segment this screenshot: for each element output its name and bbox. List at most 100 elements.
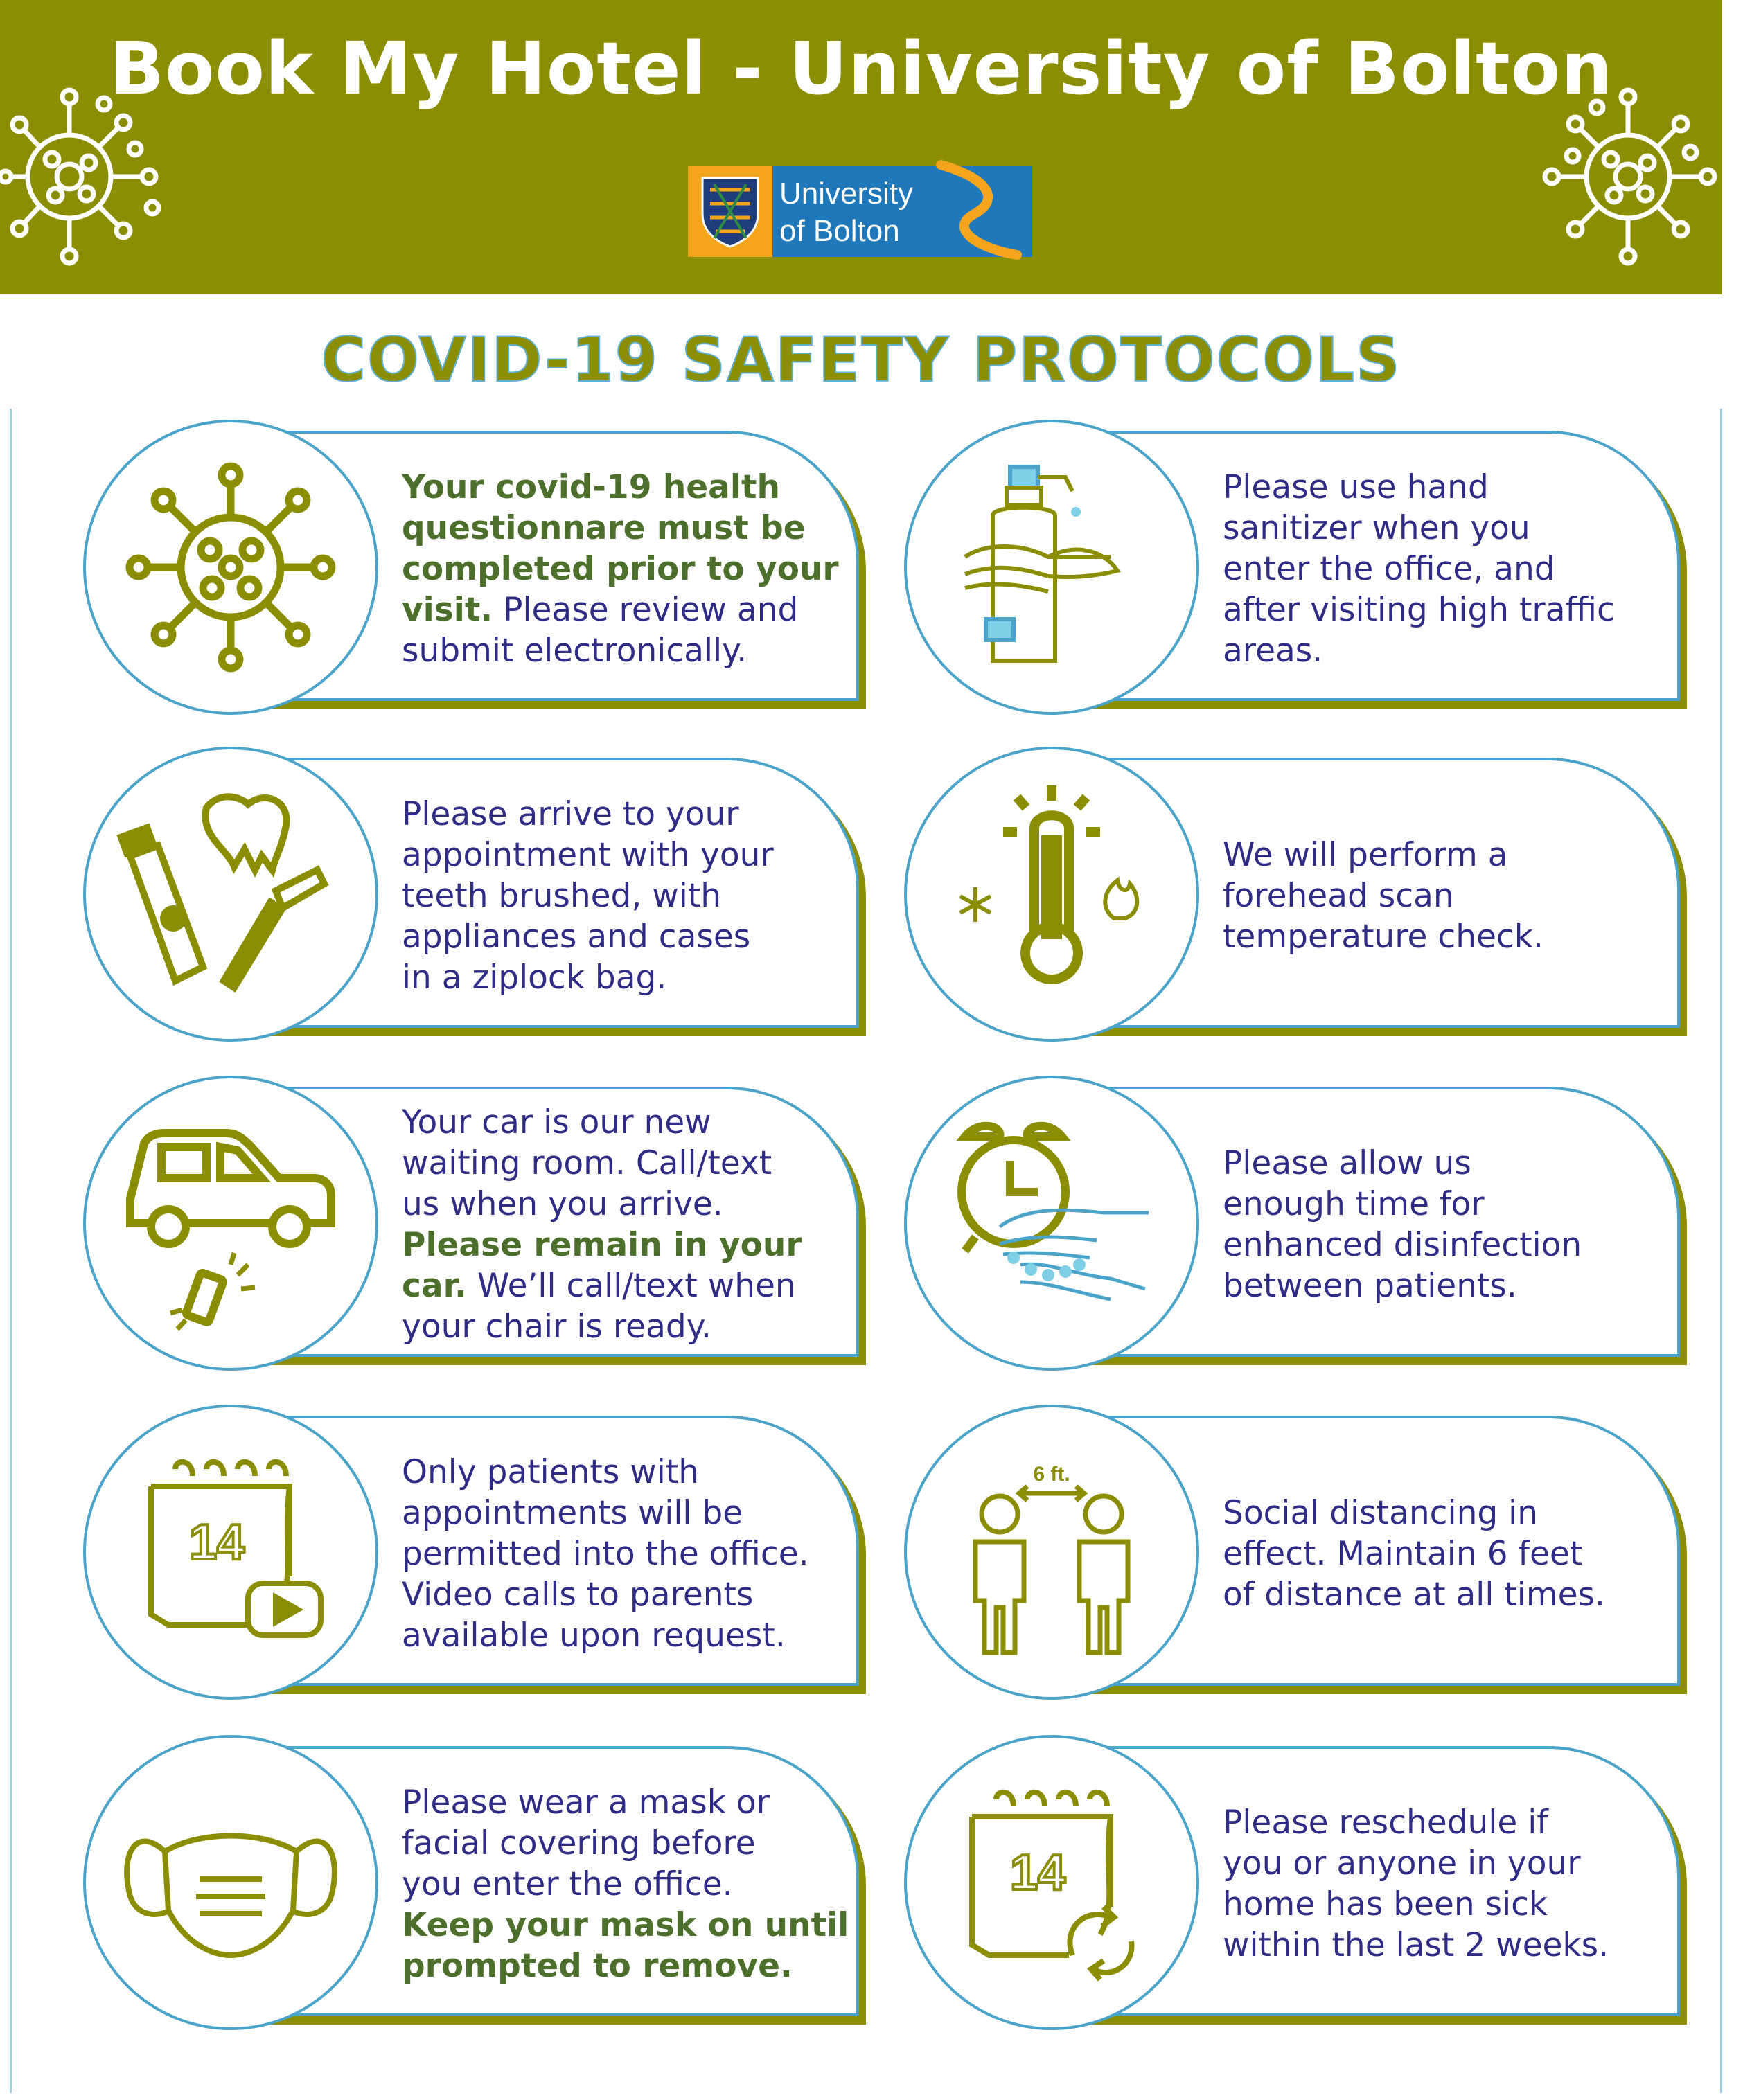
university-logo: University of Bolton bbox=[688, 160, 1032, 260]
virus-icon bbox=[125, 462, 336, 673]
calendar-reschedule-icon: 14 bbox=[969, 1789, 1135, 1982]
body-text: you or anyone in your bbox=[1223, 1844, 1581, 1883]
body-text: within the last 2 weeks. bbox=[1223, 1926, 1609, 1964]
body-text: Please arrive to your bbox=[402, 794, 739, 833]
card-text-line: after visiting high traffic bbox=[1223, 589, 1666, 630]
toothpaste-toothbrush-icon bbox=[116, 793, 329, 993]
card-text-line: within the last 2 weeks. bbox=[1223, 1925, 1666, 1966]
card-text-line: questionnare must be bbox=[402, 508, 845, 549]
body-text: permitted into the office. bbox=[402, 1534, 809, 1573]
body-text: We will perform a bbox=[1223, 835, 1508, 874]
card-text-line: waiting room. Call/text bbox=[402, 1143, 845, 1184]
card-text-line: effect. Maintain 6 feet bbox=[1223, 1533, 1666, 1574]
card-text: Please arrive to your appointment with yo… bbox=[402, 774, 845, 1017]
card-text-line: enough time for bbox=[1223, 1184, 1666, 1225]
protocol-card: Your covid-19 health questionnare must be… bbox=[83, 420, 873, 715]
icon-circle bbox=[83, 420, 378, 715]
body-text: Only patients with bbox=[402, 1452, 699, 1491]
header-banner: Book My Hotel - University of Bolton bbox=[0, 0, 1722, 294]
protocol-card: We will perform a forehead scan temperatur… bbox=[904, 747, 1694, 1042]
body-text: available upon request. bbox=[402, 1616, 786, 1655]
body-text: home has been sick bbox=[1223, 1885, 1548, 1923]
card-text-line: prompted to remove. bbox=[402, 1946, 845, 1986]
body-text: Please review and bbox=[493, 590, 799, 629]
distance-label: 6 ft. bbox=[1033, 1463, 1070, 1486]
card-text: We will perform a forehead scan temperatur… bbox=[1223, 774, 1666, 1017]
protocol-card: Please wear a mask or facial covering bef… bbox=[83, 1735, 873, 2030]
body-text: appliances and cases bbox=[402, 917, 751, 956]
body-text: enter the office, and bbox=[1223, 549, 1555, 588]
body-text: enough time for bbox=[1223, 1185, 1485, 1223]
card-text-line: of distance at all times. bbox=[1223, 1574, 1666, 1615]
icon-circle bbox=[904, 420, 1199, 715]
card-text-line: teeth brushed, with bbox=[402, 875, 845, 916]
card-text-line: car. We’ll call/text when bbox=[402, 1265, 845, 1306]
logo-swoosh-icon bbox=[936, 160, 1022, 260]
body-text: your chair is ready. bbox=[402, 1308, 711, 1346]
icon-circle bbox=[904, 747, 1199, 1042]
logo-text-line2: of Bolton bbox=[779, 214, 900, 248]
card-text: Your covid-19 health questionnare must be… bbox=[402, 447, 845, 690]
card-text-line: Please allow us bbox=[1223, 1143, 1666, 1184]
body-text: enhanced disinfection bbox=[1223, 1226, 1582, 1264]
body-text: Please wear a mask or bbox=[402, 1783, 770, 1822]
calendar-number: 14 bbox=[1010, 1845, 1065, 1901]
body-text: between patients. bbox=[1223, 1267, 1517, 1305]
card-text-line: forehead scan bbox=[1223, 875, 1666, 916]
body-text: in a ziplock bag. bbox=[402, 958, 667, 997]
body-text: appointments will be bbox=[402, 1493, 743, 1532]
body-text: sanitizer when you bbox=[1223, 508, 1530, 547]
body-text: facial covering before bbox=[402, 1824, 756, 1862]
card-text-line: home has been sick bbox=[1223, 1884, 1666, 1925]
card-text-line: Your covid-19 health bbox=[402, 467, 845, 508]
card-text: Please reschedule if you or anyone in you… bbox=[1223, 1763, 1666, 2005]
content-frame bbox=[10, 409, 1722, 2093]
card-text: Your car is our new waiting room. Call/te… bbox=[402, 1103, 845, 1346]
protocol-card: 6 ft. Social distancing in effect. Mainta… bbox=[904, 1405, 1694, 1700]
body-text: Social distancing in bbox=[1223, 1493, 1538, 1532]
card-text-line: Social distancing in bbox=[1223, 1493, 1666, 1533]
hand-sanitizer-icon bbox=[964, 465, 1121, 663]
body-text: Your car is our new bbox=[402, 1103, 711, 1141]
highlighted-text: completed prior to your bbox=[402, 549, 839, 588]
card-text-line: Video calls to parents bbox=[402, 1574, 845, 1615]
body-text: appointment with your bbox=[402, 835, 774, 874]
virus-decoration-icon bbox=[0, 87, 161, 266]
calendar-number: 14 bbox=[189, 1515, 245, 1570]
body-text: forehead scan bbox=[1223, 876, 1454, 915]
body-text: submit electronically. bbox=[402, 631, 747, 670]
card-text-line: us when you arrive. bbox=[402, 1184, 845, 1225]
card-text-line: areas. bbox=[1223, 630, 1666, 671]
card-text-line: completed prior to your bbox=[402, 549, 845, 589]
highlighted-text: prompted to remove. bbox=[402, 1946, 793, 1985]
highlighted-text: Your covid-19 health bbox=[402, 468, 780, 506]
highlighted-text: questionnare must be bbox=[402, 508, 806, 547]
alarm-clock-handwash-icon bbox=[956, 1121, 1149, 1301]
shield-crest-icon bbox=[701, 177, 759, 248]
protocol-card: 14 Only patients with appointments will b… bbox=[83, 1405, 873, 1700]
body-text: effect. Maintain 6 feet bbox=[1223, 1534, 1583, 1573]
protocol-card: Please allow us enough time for enhanced d… bbox=[904, 1076, 1694, 1371]
body-text: Please use hand bbox=[1223, 468, 1489, 506]
body-text: Please reschedule if bbox=[1223, 1804, 1548, 1842]
card-text: Please wear a mask or facial covering bef… bbox=[402, 1763, 849, 2005]
body-text: after visiting high traffic bbox=[1223, 590, 1615, 629]
card-text-line: visit. Please review and bbox=[402, 589, 845, 630]
body-text: waiting room. Call/text bbox=[402, 1144, 772, 1182]
highlighted-text: Keep your mask on until bbox=[402, 1905, 849, 1944]
body-text: areas. bbox=[1223, 631, 1323, 670]
card-text-line: appointment with your bbox=[402, 835, 845, 875]
highlighted-text: Please remain in your bbox=[402, 1226, 802, 1264]
card-text: Please allow us enough time for enhanced d… bbox=[1223, 1103, 1666, 1346]
card-text-line: facial covering before bbox=[402, 1823, 845, 1864]
card-text-line: sanitizer when you bbox=[1223, 508, 1666, 549]
icon-circle bbox=[904, 1076, 1199, 1371]
body-text: We’ll call/text when bbox=[466, 1267, 796, 1305]
body-text: you enter the office. bbox=[402, 1865, 733, 1903]
icon-circle bbox=[83, 747, 378, 1042]
card-text-line: your chair is ready. bbox=[402, 1306, 845, 1347]
protocol-card: 14 Please reschedule if you or anyone in … bbox=[904, 1735, 1694, 2030]
card-text-line: We will perform a bbox=[1223, 835, 1666, 875]
card-text-line: you or anyone in your bbox=[1223, 1843, 1666, 1884]
virus-decoration-icon bbox=[1542, 87, 1717, 266]
